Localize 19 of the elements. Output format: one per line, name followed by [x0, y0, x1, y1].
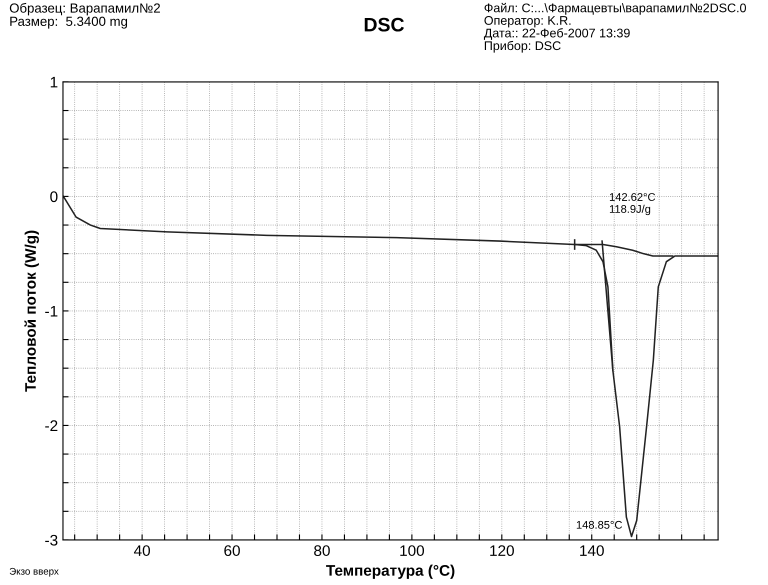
text: Экзо вверх [10, 568, 59, 577]
y-axis-title: Тепловой поток (W/g) [24, 230, 39, 392]
x-tick-label: 40 [134, 545, 150, 556]
x-axis-title: Температура (°C) [326, 564, 454, 579]
x-tick-label: 120 [490, 545, 514, 556]
x-tick-label: 80 [314, 545, 330, 556]
x-tick-label: 140 [580, 545, 604, 556]
x-tick-label: 60 [224, 545, 240, 556]
y-tick-label: 0 [50, 191, 58, 202]
y-tick-label: -2 [45, 420, 58, 431]
y-tick-label: 1 [50, 76, 58, 88]
x-tick-label: 100 [400, 545, 424, 556]
text: Файл: C:...\Фармацевты\варапамил№2DSC.0 Оператор: K.R. Дата:: 22-Фeб-2007 13:39 Прибор: DSC [484, 2, 746, 53]
annotation: 148.85°C [576, 520, 622, 529]
text: Образец: Варапамил№2 Размер: 5.3400 mg [10, 2, 160, 29]
chart-title: DSC [364, 18, 404, 32]
y-tick-label: -3 [45, 534, 58, 546]
annotation: 142.62°C 118.9J/g [610, 193, 656, 216]
y-tick-label: -1 [45, 306, 58, 316]
